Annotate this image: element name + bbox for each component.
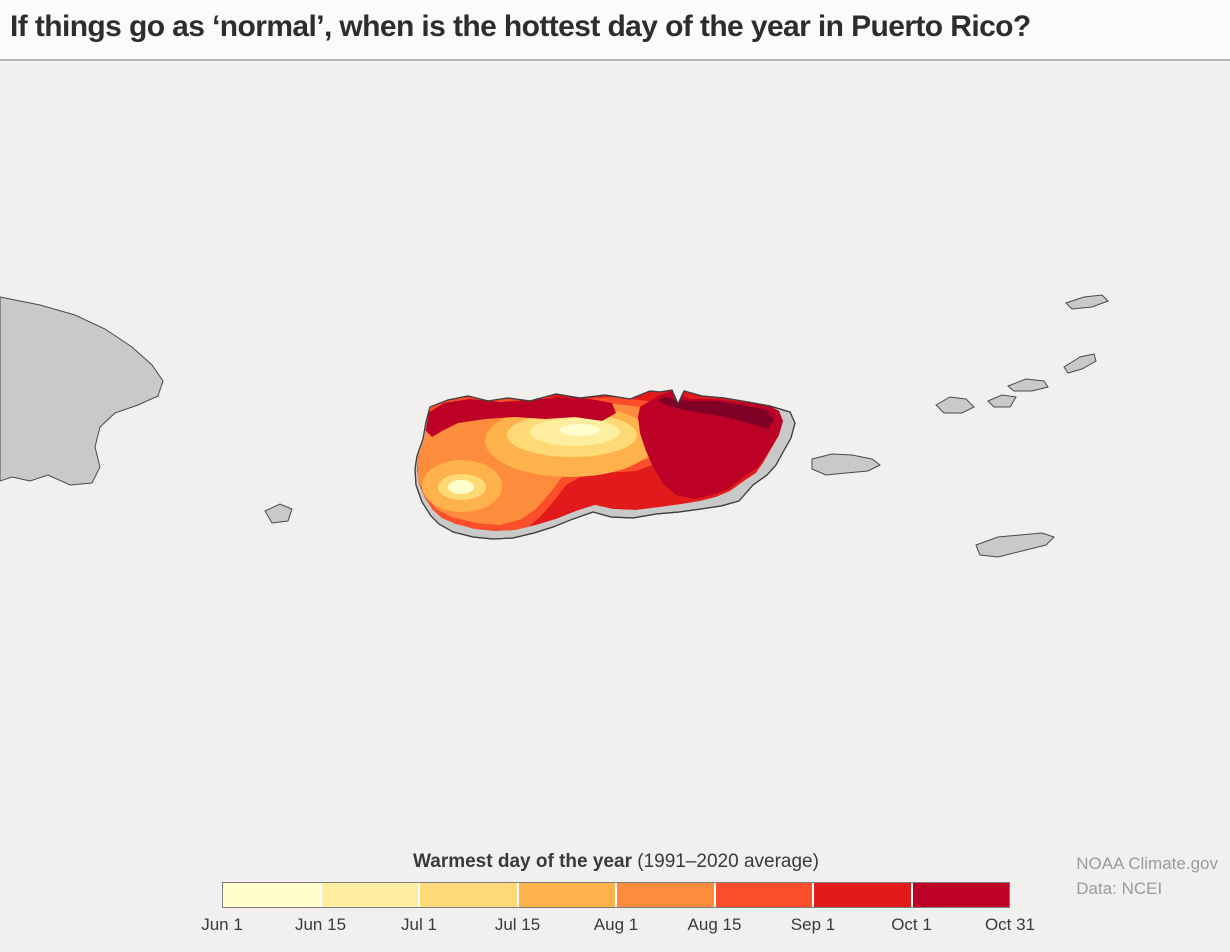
contour-jun1-west — [448, 480, 474, 494]
st-john-island — [987, 394, 1017, 408]
puerto-rico-outline — [414, 389, 796, 540]
warmest-day-contours — [417, 390, 783, 531]
mona-island — [264, 503, 293, 524]
legend-title-normal: (1991–2020 average) — [637, 851, 819, 872]
colorbar-tick-label: Oct 31 — [984, 915, 1036, 934]
st-thomas-island — [935, 396, 975, 414]
colorbar-segment — [516, 883, 615, 907]
colorbar-tick-label: Jun 1 — [201, 915, 243, 934]
credit-source: NOAA Climate.gov — [1076, 854, 1218, 873]
puerto-rico-map — [0, 294, 1109, 558]
colorbar-segment — [812, 883, 911, 907]
virgin-gorda-island — [1063, 353, 1097, 374]
colorbar-segment — [418, 883, 517, 907]
hispaniola-island — [0, 296, 164, 486]
colorbar-tick-label: Sep 1 — [790, 915, 836, 934]
colorbar-segment — [910, 883, 1009, 907]
colorbar-tick-label: Jun 15 — [294, 915, 347, 934]
colorbar-ticks: Jun 1 Jun 15 Jul 1 Jul 15 Aug 1 Aug 15 Sep 1 Oc… — [201, 915, 1035, 937]
colorbar-tick-label: Aug 15 — [687, 915, 742, 934]
contour-oct31-core — [658, 397, 774, 429]
contour-jun1-center — [560, 424, 600, 436]
legend-title: Warmest day of the year (1991–2020 avera… — [222, 851, 1010, 873]
colorbar-segment — [713, 883, 812, 907]
legend: Warmest day of the year (1991–2020 avera… — [201, 851, 1035, 937]
vieques-island — [811, 453, 881, 476]
header: If things go as ‘normal’, when is the ho… — [0, 0, 1230, 61]
contour-oct-north-band — [424, 397, 616, 437]
map-area: Warmest day of the year (1991–2020 avera… — [0, 61, 1230, 952]
colorbar-tick-label: Jul 1 — [401, 915, 437, 934]
colorbar-tick-label: Aug 1 — [593, 915, 639, 934]
credit-data: Data: NCEI — [1076, 878, 1163, 898]
page-title: If things go as ‘normal’, when is the ho… — [10, 10, 1031, 43]
legend-title-bold: Warmest day of the year — [413, 851, 632, 872]
anegada-island — [1065, 294, 1109, 310]
colorbar-tick-label: Oct 1 — [891, 915, 932, 934]
colorbar-tick-label: Jul 15 — [494, 915, 541, 934]
credits: NOAA Climate.gov Data: NCEI — [1076, 852, 1218, 901]
colorbar-segment — [615, 883, 714, 907]
st-croix-island — [975, 532, 1055, 558]
tortola-island — [1007, 378, 1049, 392]
colorbar-segment — [319, 883, 418, 907]
colorbar-segment — [223, 883, 320, 907]
colorbar — [222, 882, 1010, 908]
